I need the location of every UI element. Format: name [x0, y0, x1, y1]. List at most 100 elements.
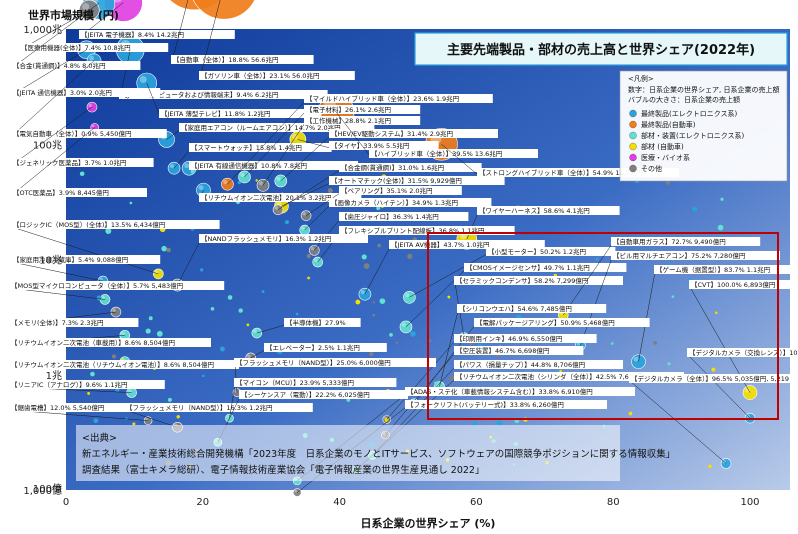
point-label: 【フォークリフト(バッテリー式)】33.8% 6,260億円: [407, 400, 564, 409]
point-label: 【シリコンウエハ】54.6% 7,485億円: [459, 304, 572, 313]
label-bg: [687, 348, 798, 357]
legend-item-label: 部材・装置(エレクトロニクス系): [641, 131, 745, 140]
y-axis-label: 世界市場規模 (円): [28, 8, 119, 22]
point-label: 【オートマチック(全体)】31.5% 9,929億円: [331, 176, 462, 185]
legend-item-label: 最終製品(自動車): [641, 120, 696, 129]
leader-line: [199, 0, 221, 79]
label-bg: [457, 304, 607, 313]
y-tick-label: 100億: [33, 482, 62, 495]
bubble-highlight: [294, 489, 298, 493]
small-point: [295, 312, 299, 316]
bubble-highlight: [253, 329, 257, 334]
leader-line: [250, 349, 266, 359]
label-bg: [11, 255, 161, 264]
small-point: [190, 169, 195, 174]
label-bg: [199, 234, 368, 243]
leader-line: [304, 204, 331, 231]
small-point: [87, 392, 91, 395]
bubble-highlight: [633, 356, 639, 362]
point-label: 【印刷用インキ】46.9% 6,550億円: [456, 334, 562, 343]
small-point: [628, 411, 633, 416]
small-point: [496, 354, 500, 358]
x-tick-label: 80: [607, 497, 620, 508]
label-bg: [11, 158, 154, 167]
label-bg: [654, 265, 798, 274]
small-point: [255, 179, 258, 182]
leader-line: [409, 253, 488, 298]
point-label: 【リチウムイオン二次電池（シリンダ（全体）】42.5% 7,665億円: [456, 372, 650, 381]
small-point: [167, 397, 172, 402]
small-point: [717, 224, 724, 231]
point-label: 【シーケンスア（電動）】22.2% 6,025億円: [241, 390, 370, 399]
label-bg: [304, 105, 421, 114]
label-bg: [486, 247, 616, 256]
point-label: 【フラッシュメモリ（NAND型）】16.3% 1.2兆円: [126, 403, 272, 412]
small-point: [161, 245, 167, 252]
legend-title: <凡例>: [628, 74, 654, 83]
label-bg: [284, 318, 361, 327]
x-axis-label: 日系企業の世界シェア (%): [361, 516, 496, 530]
leader-line: [629, 380, 727, 464]
legend-item-label: その他: [641, 164, 662, 173]
small-point: [246, 323, 250, 327]
bubble-highlight: [258, 181, 263, 186]
bubble-highlight: [226, 415, 230, 419]
legend-item-label: 最終製品(エレクトロニクス系): [641, 109, 738, 118]
label-bg: [119, 90, 328, 99]
label-bg: [124, 403, 313, 412]
small-point: [346, 398, 351, 402]
leader-line: [227, 100, 306, 185]
chart-title: 主要先端製品・部材の売上高と世界シェア(2022年): [447, 42, 755, 58]
point-label: 【合金(貫通鋼)】4.8% 8.0兆円: [13, 61, 106, 70]
legend-swatch: [629, 142, 637, 151]
x-tick-label: 40: [333, 497, 346, 508]
point-label: 【HEV/EV駆動システム】31.4% 2.9兆円: [331, 129, 453, 138]
label-bg: [9, 338, 211, 347]
leader-line: [262, 122, 306, 186]
label-bg: [477, 168, 679, 177]
leader-line: [281, 182, 331, 207]
small-point: [145, 328, 151, 334]
small-point: [720, 197, 724, 201]
small-point: [410, 331, 416, 337]
source-line1: 新エネルギー・産業技術総合開発機構「2023年度 日系企業のモノとITサービス、…: [82, 448, 675, 460]
leader-line: [146, 82, 161, 117]
point-label: 【家庭用エアコン（ルームエアコン）】14.7% 2.0兆円: [181, 123, 341, 132]
label-bg: [454, 346, 584, 355]
small-point: [389, 332, 393, 337]
label-bg: [611, 251, 780, 260]
leader-line: [11, 49, 87, 96]
bubble-highlight: [223, 180, 228, 185]
bubble-highlight: [88, 103, 92, 108]
small-point: [129, 201, 133, 205]
small-point: [395, 341, 399, 344]
leader-line: [177, 240, 201, 286]
legend-swatch: [629, 153, 637, 162]
leader-line: [580, 257, 613, 346]
point-label: 【空圧装置】46.7% 6,698億円: [456, 346, 549, 355]
point-label: 【歯圧ジャイロ】36.3% 1.4兆円: [341, 212, 439, 221]
label-bg: [454, 360, 623, 369]
bubble-highlight: [301, 226, 305, 231]
point-label: 【デジタルカメラ（全体）】96.5% 5,035億円, 5,219: [631, 374, 789, 383]
label-bg: [474, 318, 650, 327]
point-label: 【ストロングハイブリッド車（全体）】54.9% 11.2兆円: [479, 168, 643, 177]
label-bg: [9, 403, 139, 412]
point-label: 【自動車（全体）】18.8% 56.6兆円: [173, 55, 278, 64]
small-point: [372, 313, 376, 317]
bubble-highlight: [234, 389, 238, 393]
small-point: [176, 415, 180, 419]
label-bg: [11, 188, 147, 197]
small-point: [210, 307, 215, 311]
point-label: 【医療用機器(全体)】7.4% 10.8兆円: [21, 43, 131, 52]
small-point: [363, 263, 370, 269]
point-label: 【リチウムイオン二次電池（車載用）】8.6% 8,504億円: [11, 338, 175, 347]
label-bg: [189, 161, 358, 170]
small-point: [708, 464, 712, 469]
point-label: 【デジタルカメラ（交換レンズ）】100.0% 6,132億円, 6,132: [689, 348, 798, 357]
label-bg: [11, 88, 161, 97]
bubble-highlight: [89, 55, 95, 61]
label-bg: [339, 226, 515, 235]
bubble-highlight: [145, 417, 149, 421]
bubble-highlight: [198, 185, 204, 191]
